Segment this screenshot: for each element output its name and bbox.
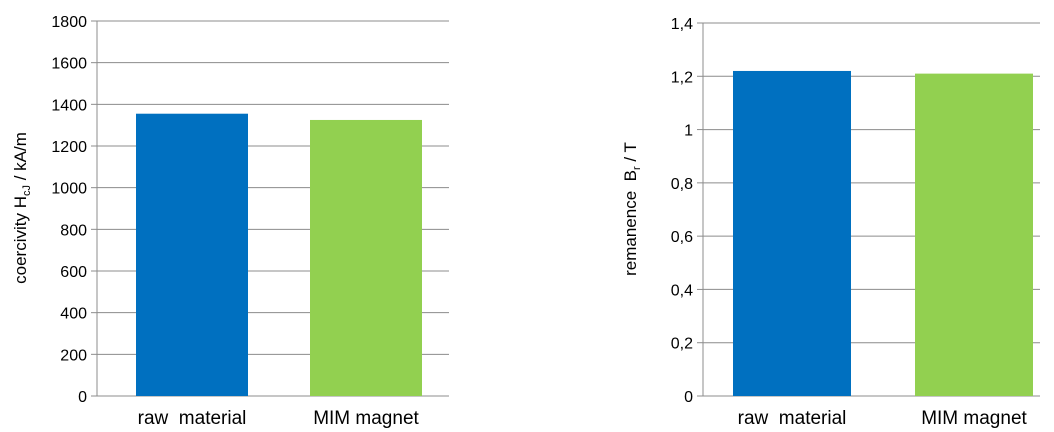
remanence-y-axis-title-unit: / T [621,142,640,166]
remanence-y-tick-label: 0,2 [671,336,693,353]
coercivity-y-axis-title-subscript: cJ [21,185,33,196]
coercivity-y-tick-label: 200 [60,347,87,364]
coercivity-bar [136,113,248,396]
remanence-y-tick-label: 0 [684,389,693,406]
remanence-category-label: MIM magnet [921,408,1027,429]
remanence-y-tick-label: 1,4 [671,16,693,33]
remanence-bar [915,73,1033,396]
coercivity-chart: 0 200 400 600 800 1000 1200 1400 1600 1800 raw mat… [11,14,449,429]
remanence-bar [733,70,851,396]
remanence-y-tick-label: 0,8 [671,176,693,193]
coercivity-y-tick-label: 1600 [51,56,87,73]
coercivity-y-tick-label: 1400 [51,97,87,114]
coercivity-bar [310,119,422,396]
remanence-y-axis-title-subscript: r [631,166,643,170]
remanence-y-tick-label: 0,4 [671,282,693,299]
coercivity-y-tick-label: 600 [60,264,87,281]
coercivity-y-tick-label: 400 [60,306,87,323]
coercivity-y-tick-label: 800 [60,222,87,239]
coercivity-y-axis-title: coercivity HcJ / kA/m [11,132,33,284]
coercivity-y-tick-label: 1800 [51,14,87,31]
coercivity-y-tick-label: 1200 [51,139,87,156]
coercivity-category-label: raw material [138,408,247,429]
remanence-y-axis-title: remanence Br / T [621,142,643,276]
coercivity-category-label: MIM magnet [313,408,419,429]
remanence-chart: 0 0,2 0,4 0,6 0,8 1 1,2 1,4 raw material MIM magn… [621,16,1040,429]
remanence-y-tick-label: 1 [684,123,693,140]
remanence-y-tick-label: 0,6 [671,229,693,246]
remanence-category-label: raw material [738,408,847,429]
remanence-y-axis-title-main: remanence B [621,170,640,276]
coercivity-y-tick-label: 0 [78,389,87,406]
coercivity-y-tick-label: 1000 [51,181,87,198]
coercivity-y-axis-title-unit: / kA/m [11,132,30,185]
remanence-y-tick-label: 1,2 [671,69,693,86]
coercivity-y-axis-title-main: coercivity H [11,196,30,284]
